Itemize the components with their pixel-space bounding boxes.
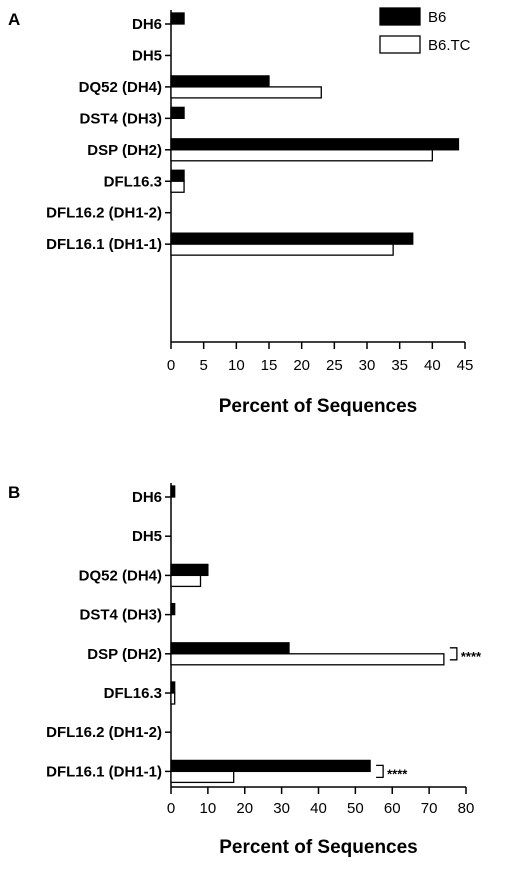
category-label: DFL16.3 — [104, 685, 162, 702]
x-tick-label: 0 — [167, 800, 175, 817]
category-label: DST4 (DH3) — [79, 110, 162, 127]
significance-stars: **** — [461, 649, 482, 664]
x-tick-label: 45 — [457, 357, 474, 374]
x-tick-label: 15 — [261, 357, 278, 374]
legend-swatch — [379, 35, 421, 54]
category-label: DST4 (DH3) — [79, 607, 162, 624]
significance-bracket — [376, 764, 384, 779]
category-label: DH5 — [132, 528, 162, 545]
x-tick-label: 30 — [273, 800, 290, 817]
bar-b6 — [170, 138, 460, 151]
significance-stars: **** — [387, 766, 408, 781]
bar-b6 — [170, 169, 185, 182]
bar-b6 — [170, 563, 209, 577]
x-tick-label: 10 — [200, 800, 217, 817]
category-label: DFL16.3 — [104, 173, 162, 190]
category-label: DSP (DH2) — [87, 646, 162, 663]
x-tick-label: 25 — [326, 357, 343, 374]
legend-label: B6.TC — [428, 37, 471, 54]
x-tick-label: 80 — [458, 800, 475, 817]
category-label: DFL16.2 (DH1-2) — [46, 205, 162, 222]
bar-b6 — [170, 681, 176, 694]
panel-letter: B — [8, 483, 20, 502]
panel-letter: A — [8, 10, 20, 29]
legend: B6 B6.TC — [379, 7, 471, 54]
x-tick-label: 40 — [310, 800, 327, 817]
x-tick-label: 60 — [384, 800, 401, 817]
category-label: DFL16.1 (DH1-1) — [46, 236, 162, 253]
category-label: DH6 — [132, 489, 162, 506]
panel-b-chart: B 0 10 20 30 40 50 60 70 80 Percent of Sequences DH… — [8, 483, 482, 858]
x-tick-label: 5 — [199, 357, 207, 374]
x-tick-label: 50 — [347, 800, 364, 817]
bar-b6 — [170, 12, 185, 25]
bar-b6tc — [170, 149, 433, 162]
x-tick-label: 40 — [424, 357, 441, 374]
bar-b6tc — [170, 770, 235, 784]
bar-b6 — [170, 602, 176, 616]
bar-b6tc — [170, 180, 185, 193]
bar-b6 — [170, 232, 414, 245]
x-tick-label: 70 — [421, 800, 438, 817]
x-tick-label: 20 — [293, 357, 310, 374]
legend-label: B6 — [428, 9, 446, 26]
x-axis-title: Percent of Sequences — [219, 837, 418, 858]
category-label: DQ52 (DH4) — [79, 79, 162, 96]
bar-b6tc — [170, 574, 202, 588]
bar-b6tc — [170, 653, 445, 666]
panel-a-chart: A 0 5 10 15 20 25 30 35 40 45 Percent of Sequences D… — [8, 10, 473, 417]
x-tick-label: 10 — [228, 357, 245, 374]
x-tick-label: 35 — [391, 357, 408, 374]
x-tick-label: 0 — [167, 357, 175, 374]
bar-b6 — [170, 759, 371, 773]
significance-bracket — [449, 647, 458, 661]
bar-b6tc — [170, 243, 394, 256]
category-label: DQ52 (DH4) — [79, 567, 162, 584]
category-label: DFL16.1 (DH1-1) — [46, 763, 162, 780]
category-label: DH5 — [132, 47, 162, 64]
category-label: DFL16.2 (DH1-2) — [46, 724, 162, 741]
category-label: DH6 — [132, 16, 162, 33]
category-label: DSP (DH2) — [87, 142, 162, 159]
x-tick-label: 30 — [359, 357, 376, 374]
bar-b6tc — [170, 692, 176, 705]
legend-swatch — [379, 7, 421, 26]
x-axis-title: Percent of Sequences — [219, 396, 418, 417]
bar-b6 — [170, 485, 176, 498]
bar-b6 — [170, 75, 270, 88]
bar-b6 — [170, 642, 290, 655]
bar-b6tc — [170, 86, 322, 99]
x-tick-label: 20 — [236, 800, 253, 817]
bar-b6 — [170, 106, 185, 119]
